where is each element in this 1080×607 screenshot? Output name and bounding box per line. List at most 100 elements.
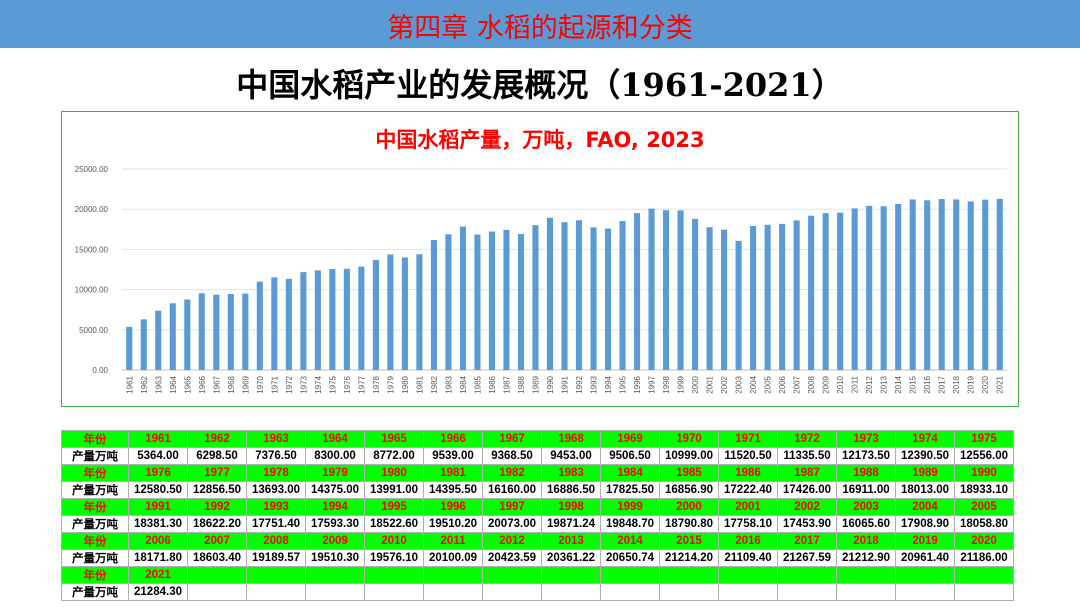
- x-tick-label: 1962: [140, 375, 149, 393]
- value-row: 产量万吨 18171.80 18603.40 19189.57 19510.30 1957…: [61, 549, 1014, 567]
- x-tick-label: 2017: [938, 375, 947, 393]
- value-cell: 17825.50: [600, 481, 660, 499]
- year-cell: 2020: [954, 532, 1014, 550]
- year-cell: 2017: [777, 532, 837, 550]
- x-tick-label: 1964: [169, 375, 178, 393]
- x-tick-label: 1970: [256, 375, 265, 393]
- production-table: 年份 1961 1962 1963 1964 1965 1966 1967 1968 1969 19…: [61, 430, 1014, 601]
- empty-cell: [482, 566, 542, 584]
- x-tick-label: 1977: [357, 375, 366, 393]
- year-cell: 1983: [541, 464, 601, 482]
- bar: [227, 293, 234, 370]
- value-cell: 16911.00: [836, 481, 896, 499]
- bar: [445, 234, 452, 370]
- x-tick-label: 1998: [662, 375, 671, 393]
- year-cell: 2006: [128, 532, 188, 550]
- x-tick-label: 2006: [778, 375, 787, 393]
- bar: [851, 208, 858, 370]
- x-tick-label: 1961: [125, 375, 134, 393]
- bar: [126, 326, 133, 370]
- year-cell: 1993: [246, 498, 306, 516]
- x-tick-label: 1999: [677, 375, 686, 393]
- year-cell: 1970: [659, 430, 719, 448]
- bar: [372, 259, 379, 370]
- value-cell: 12856.50: [187, 481, 247, 499]
- year-cell: 1975: [954, 430, 1014, 448]
- year-cell: 1981: [423, 464, 483, 482]
- year-cell: 2009: [305, 532, 365, 550]
- year-cell: 1963: [246, 430, 306, 448]
- empty-cell: [423, 566, 483, 584]
- empty-cell: [423, 583, 483, 601]
- bar: [982, 199, 989, 370]
- year-cell: 2014: [600, 532, 660, 550]
- x-tick-label: 2014: [894, 375, 903, 393]
- value-cell: 18171.80: [128, 549, 188, 567]
- value-cell: 17751.40: [246, 515, 306, 533]
- empty-cell: [836, 566, 896, 584]
- x-tick-label: 1982: [430, 375, 439, 393]
- x-tick-label: 2000: [691, 375, 700, 393]
- year-cell: 2002: [777, 498, 837, 516]
- bar-chart: 0.00 5000.00 10000.00 15000.00 20000.00 25000…: [75, 165, 1007, 394]
- value-cell: 19510.20: [423, 515, 483, 533]
- year-cell: 2012: [482, 532, 542, 550]
- value-cell: 12556.00: [954, 447, 1014, 465]
- year-cell: 1979: [305, 464, 365, 482]
- value-cell: 9368.50: [482, 447, 542, 465]
- empty-cell: [246, 583, 306, 601]
- value-row: 产量万吨 18381.30 18622.20 17751.40 17593.30 1852…: [61, 515, 1014, 533]
- bar: [750, 226, 757, 370]
- value-cell: 14395.50: [423, 481, 483, 499]
- bar: [909, 199, 916, 370]
- x-tick-label: 2012: [865, 375, 874, 393]
- chapter-title: 第四章 水稻的起源和分类: [387, 13, 693, 44]
- bar: [256, 281, 263, 370]
- value-cell: 7376.50: [246, 447, 306, 465]
- value-cell: 18013.00: [895, 481, 955, 499]
- empty-cell: [659, 583, 719, 601]
- bar: [633, 213, 641, 370]
- value-cell: 10999.00: [659, 447, 719, 465]
- value-cell: 16856.90: [659, 481, 719, 499]
- year-cell: 1965: [364, 430, 424, 448]
- bar: [430, 240, 437, 370]
- bar: [866, 205, 873, 370]
- bar: [198, 293, 205, 370]
- x-tick-label: 2013: [880, 375, 889, 393]
- x-tick-label: 1995: [619, 375, 628, 393]
- year-cell: 1980: [364, 464, 424, 482]
- empty-cell: [364, 566, 424, 584]
- year-cell: 1987: [777, 464, 837, 482]
- year-cell: 1986: [718, 464, 778, 482]
- x-tick-label: 1990: [546, 375, 555, 393]
- value-row: 产量万吨 21284.30: [61, 583, 1014, 601]
- value-cell: 19848.70: [600, 515, 660, 533]
- bar: [184, 299, 191, 370]
- x-tick-label: 1992: [575, 375, 584, 393]
- empty-cell: [836, 583, 896, 601]
- x-tick-label: 2019: [967, 375, 976, 393]
- bar: [938, 199, 945, 370]
- year-cell: 2011: [423, 532, 483, 550]
- value-cell: 18522.60: [364, 515, 424, 533]
- bar: [503, 229, 510, 370]
- bar: [488, 231, 496, 370]
- x-tick-label: 1969: [241, 375, 250, 393]
- bar: [590, 227, 597, 370]
- value-cell: 13693.00: [246, 481, 306, 499]
- bar: [663, 210, 670, 370]
- year-cell: 1972: [777, 430, 837, 448]
- value-label-cell: 产量万吨: [61, 447, 129, 465]
- year-cell: 1999: [600, 498, 660, 516]
- bar: [474, 234, 481, 370]
- value-row: 产量万吨 12580.50 12856.50 13693.00 14375.00 1399…: [61, 481, 1014, 499]
- y-tick-label: 5000.00: [79, 326, 108, 335]
- x-tick-label: 2020: [981, 375, 990, 393]
- empty-cell: [305, 583, 365, 601]
- bar: [459, 226, 466, 370]
- year-cell: 1962: [187, 430, 247, 448]
- bar: [532, 225, 539, 370]
- year-cell: 1989: [895, 464, 955, 482]
- value-cell: 9539.00: [423, 447, 483, 465]
